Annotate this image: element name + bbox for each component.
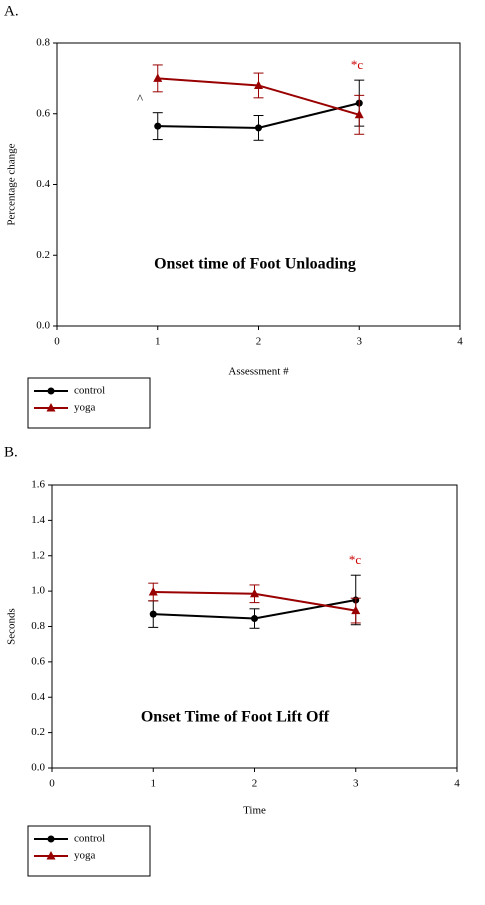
panel-label: B.: [4, 444, 18, 460]
annotation: *c: [351, 57, 364, 72]
y-tick-label: 0.0: [36, 320, 50, 332]
marker: [153, 73, 163, 82]
y-tick-label: 0.4: [36, 178, 50, 190]
marker: [250, 588, 259, 598]
chart: B. 0.0 0.2 0.4 0.6 0.8 1.0 1.2 1.4 1.6 0 1 2 3 4 Time Se…: [4, 444, 460, 877]
y-tick-label: 0.4: [31, 691, 45, 703]
marker: [351, 605, 361, 615]
legend-label: yoga: [74, 850, 96, 862]
legend-marker: [47, 387, 55, 395]
marker: [354, 109, 364, 119]
chart-title: Onset time of Foot Unloading: [154, 256, 356, 273]
chart: A. 0.0 0.2 0.4 0.6 0.8 0 1 2 3 4 Assessment # Percen…: [4, 3, 463, 429]
panel-label: A.: [4, 3, 19, 19]
legend: control yoga: [27, 377, 151, 429]
x-tick-label: 1: [155, 336, 161, 348]
legend-label: control: [74, 385, 105, 397]
legend-marker: [46, 403, 56, 412]
marker: [148, 587, 158, 596]
y-tick-label: 1.0: [31, 585, 45, 597]
y-tick-label: 0.2: [36, 249, 50, 261]
annotation: ^: [137, 91, 143, 106]
y-tick-label: 0.6: [36, 107, 50, 119]
y-tick-label: 0.6: [31, 655, 45, 667]
marker: [255, 124, 262, 132]
legend-box: [27, 377, 151, 429]
y-tick-label: 0.0: [31, 762, 45, 774]
legend-box: [27, 825, 151, 877]
marker: [149, 610, 157, 618]
legend: control yoga: [27, 825, 151, 877]
y-tick-label: 0.8: [31, 620, 45, 632]
x-tick-label: 2: [256, 336, 262, 348]
legend-label: yoga: [74, 402, 96, 414]
x-tick-label: 2: [252, 778, 258, 790]
x-axis-label: Assessment #: [228, 366, 289, 378]
x-tick-label: 0: [54, 336, 60, 348]
chart-title: Onset Time of Foot Lift Off: [141, 709, 330, 726]
x-tick-label: 3: [357, 336, 363, 348]
marker: [251, 615, 258, 623]
y-tick-label: 1.4: [31, 514, 45, 526]
x-tick-label: 4: [454, 778, 460, 790]
y-tick-label: 0.8: [36, 37, 50, 49]
x-tick-label: 0: [49, 778, 55, 790]
x-tick-label: 1: [151, 778, 157, 790]
legend-marker: [46, 851, 56, 860]
y-axis-label: Percentage change: [6, 143, 18, 225]
marker: [254, 80, 263, 89]
x-axis-label: Time: [243, 805, 266, 817]
x-tick-label: 3: [353, 778, 359, 790]
legend-label: control: [74, 833, 105, 845]
y-tick-label: 1.6: [31, 479, 45, 491]
legend-marker: [47, 835, 55, 843]
x-tick-label: 4: [457, 336, 463, 348]
marker: [154, 122, 162, 130]
annotation: *c: [349, 552, 362, 567]
y-tick-label: 1.2: [31, 549, 45, 561]
y-axis-label: Seconds: [6, 608, 18, 645]
y-tick-label: 0.2: [31, 726, 45, 738]
